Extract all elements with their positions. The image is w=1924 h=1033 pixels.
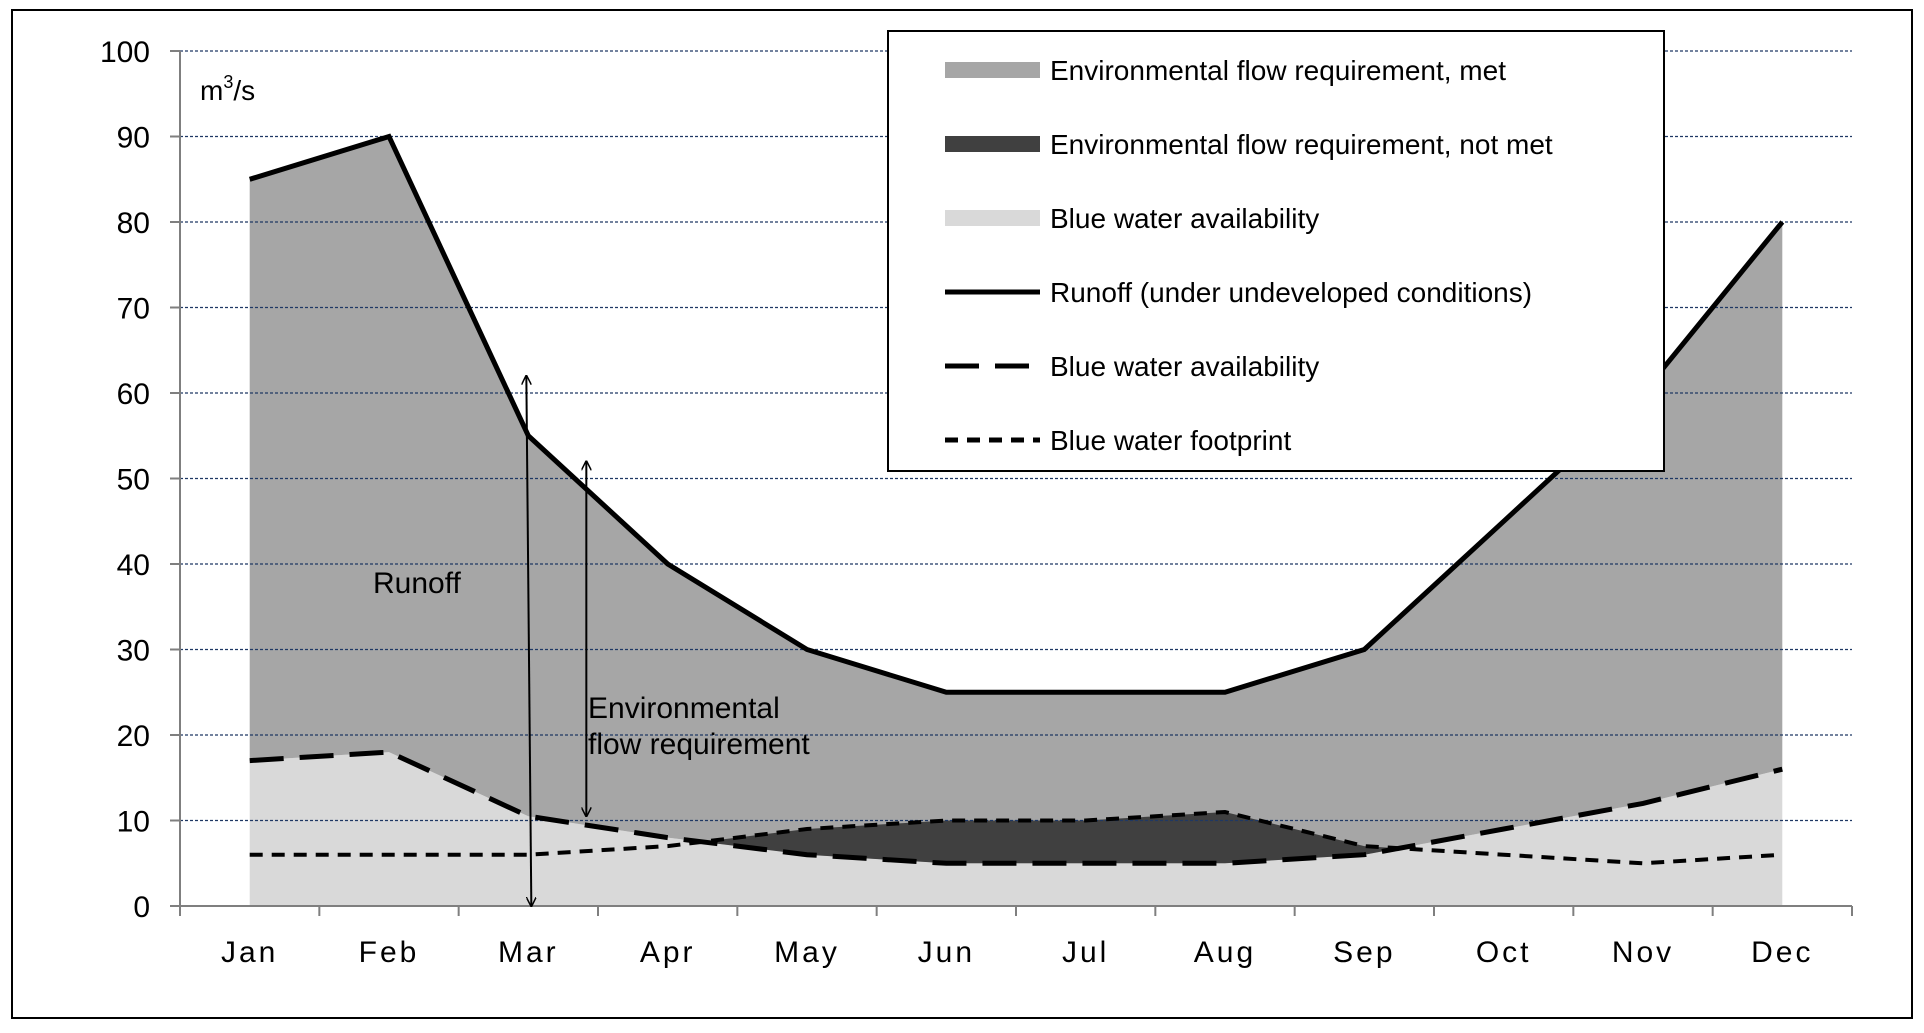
unit-label-superscript: 3 <box>223 72 233 92</box>
blue-water-footprint-line <box>249 809 1783 866</box>
y-tick-label: 10 <box>117 806 150 839</box>
legend-label: Blue water footprint <box>1050 425 1291 456</box>
runoff-line <box>248 133 1785 695</box>
efr-met-area <box>249 136 1783 864</box>
y-tick-label: 40 <box>117 549 150 582</box>
y-tick-label: 70 <box>117 293 150 326</box>
blue-water-availability-line <box>249 749 1783 866</box>
x-tick-label: Dec <box>1751 936 1813 969</box>
x-tick-label: Apr <box>640 936 696 969</box>
efr-annotation-line-2: flow requirement <box>588 728 810 761</box>
unit-label-base: m <box>200 75 223 106</box>
legend-label: Blue water availability <box>1050 203 1319 234</box>
x-tick-label: Jan <box>221 936 278 969</box>
y-tick-label: 30 <box>117 635 150 668</box>
x-tick-label: Feb <box>359 936 420 969</box>
unit-label-suffix: /s <box>233 75 255 106</box>
x-tick-label: Jun <box>918 936 975 969</box>
legend-label: Environmental flow requirement, met <box>1050 55 1506 86</box>
efr-annotation-line-1: Environmental <box>588 692 780 725</box>
legend: Environmental flow requirement, met Envir… <box>887 30 1665 472</box>
legend-label: Runoff (under undeveloped conditions) <box>1050 277 1532 308</box>
legend-swatch <box>945 62 1040 78</box>
legend-label: Blue water availability <box>1050 351 1319 382</box>
legend-box <box>887 30 1665 472</box>
legend-swatch <box>945 210 1040 226</box>
runoff-annotation-label: Runoff <box>373 567 462 600</box>
x-tick-label: Sep <box>1333 936 1395 969</box>
legend-swatch <box>945 136 1040 152</box>
y-tick-label: 100 <box>100 36 150 69</box>
axes: 0 10 20 30 40 50 60 70 80 90 100 Jan Feb Mar Apr May Jun… <box>100 36 1853 969</box>
x-tick-label: Jul <box>1062 936 1109 969</box>
x-tick-label: Oct <box>1476 936 1532 969</box>
y-tick-label: 0 <box>133 891 150 924</box>
x-tick-label: Aug <box>1194 936 1256 969</box>
y-tick-label: 60 <box>117 378 150 411</box>
unit-label: m3/s <box>200 72 255 106</box>
y-tick-label: 20 <box>117 720 150 753</box>
blue-water-availability-area <box>249 752 1783 906</box>
y-tick-label: 90 <box>117 122 150 155</box>
series-lines <box>248 133 1785 866</box>
y-tick-label: 80 <box>117 207 150 240</box>
legend-label: Environmental flow requirement, not met <box>1050 129 1553 160</box>
x-tick-label: May <box>774 936 840 969</box>
y-tick-label: 50 <box>117 464 150 497</box>
x-tick-label: Mar <box>498 936 559 969</box>
x-tick-label: Nov <box>1612 936 1674 969</box>
runoff-arrow <box>526 376 531 906</box>
